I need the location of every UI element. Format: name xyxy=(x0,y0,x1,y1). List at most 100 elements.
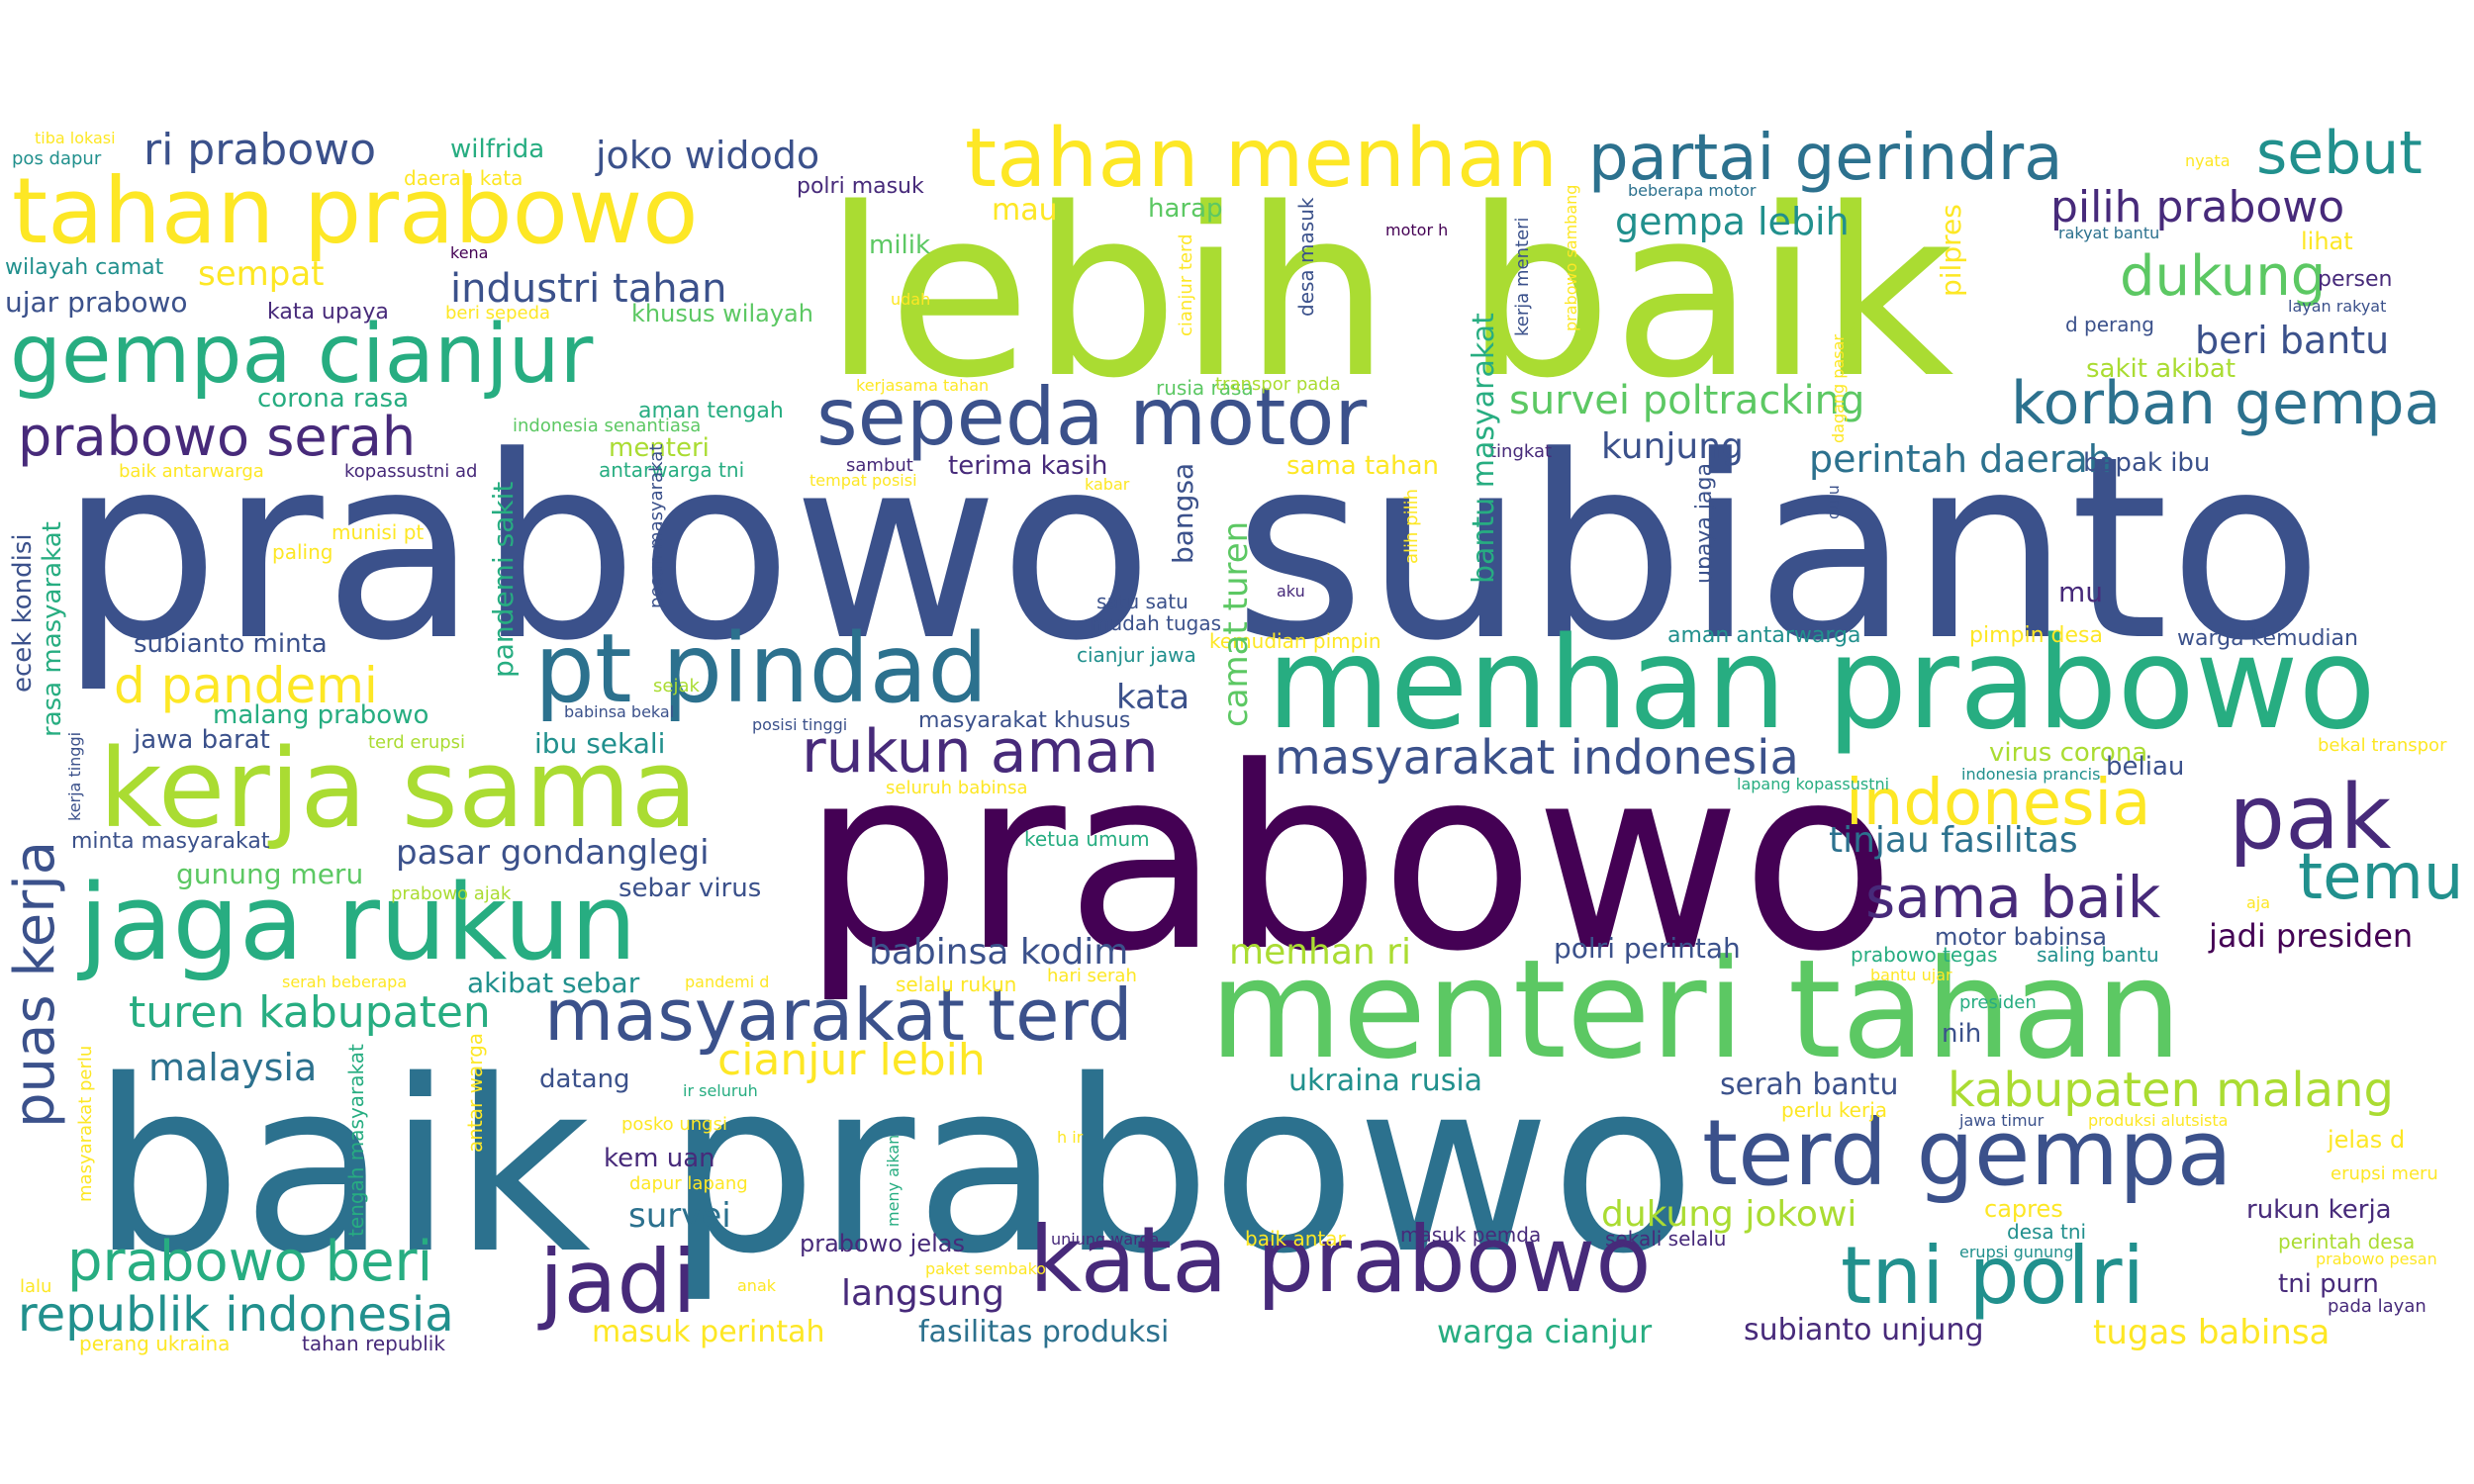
word: kena xyxy=(450,243,489,262)
word: munisi pt xyxy=(332,520,425,544)
word: hari serah xyxy=(1047,966,1137,986)
word: jelas d xyxy=(2328,1126,2406,1154)
word: tinjau fasilitas xyxy=(1829,820,2078,861)
word: ketua umum xyxy=(1024,827,1150,851)
word: perintah desa xyxy=(2278,1230,2416,1253)
word: rasa masyarakat xyxy=(38,521,67,737)
word: gunung meru xyxy=(176,858,364,890)
word: perintah daerah xyxy=(1809,437,2112,481)
word: bekal transpor xyxy=(2318,735,2447,756)
word: seluruh babinsa xyxy=(886,778,1028,798)
word: desa masuk xyxy=(1294,197,1318,317)
word: fasilitas produksi xyxy=(918,1315,1170,1349)
word: prabowo pesan xyxy=(2316,1250,2437,1268)
word: cianjur terd xyxy=(1176,233,1196,336)
word: partai gerindra xyxy=(1588,122,2063,195)
word: akibat sebar xyxy=(467,967,640,999)
word: dapur lapang xyxy=(629,1173,748,1194)
word: subianto unjung xyxy=(1744,1313,1984,1347)
word: virus corona xyxy=(1989,738,2148,768)
word: menteri tahan xyxy=(1209,930,2182,1089)
word: masyarakat terd xyxy=(544,974,1133,1057)
word: prabowo serah xyxy=(18,406,417,468)
word: lapang kopassustni xyxy=(1737,775,1890,793)
word: ecek kondisi xyxy=(8,533,38,693)
word: prabowo xyxy=(802,713,1896,1007)
word: perlu kerja xyxy=(1781,1098,1888,1122)
word: republik indonesia xyxy=(18,1287,454,1343)
word: aman antarwarga xyxy=(1667,623,1861,648)
word: rakyat bantu xyxy=(2058,224,2160,242)
word: d pandemi xyxy=(114,657,378,714)
word: masyarakat khusus xyxy=(918,708,1131,733)
word: dukung xyxy=(2120,244,2327,309)
word: kunjung xyxy=(1601,426,1744,467)
word: anak xyxy=(737,1276,777,1295)
word: udah xyxy=(891,290,931,309)
word: kata upaya xyxy=(267,300,389,325)
word: upaya jaga xyxy=(1692,463,1717,584)
word: indonesia xyxy=(1846,767,2151,840)
word: sebar virus xyxy=(618,874,762,903)
word: pimpin desa xyxy=(1969,623,2103,648)
word: ujar prabowo xyxy=(5,286,188,319)
word: malaysia xyxy=(148,1046,318,1089)
word: babinsa kodim xyxy=(869,932,1129,973)
word: mu xyxy=(2058,576,2104,608)
word: masyarakat perlu xyxy=(75,1045,96,1202)
word: daerah kata xyxy=(404,166,523,190)
word: kerja sama xyxy=(99,725,698,852)
word: aku xyxy=(1277,582,1305,601)
word: saling bantu xyxy=(2037,943,2159,967)
word: posisi tinggi xyxy=(752,715,848,734)
word: masuk perintah xyxy=(592,1315,825,1349)
word: indonesia senantiasa xyxy=(513,416,702,436)
word: malang prabowo xyxy=(213,700,429,730)
word: menhan prabowo xyxy=(1267,610,2376,758)
word: cianjur jawa xyxy=(1077,643,1196,667)
word: tahan menhan xyxy=(965,112,1559,206)
word: kata xyxy=(1116,678,1190,717)
word: minta masyarakat xyxy=(71,829,270,854)
word: kabupaten malang xyxy=(1948,1063,2394,1118)
word: milik xyxy=(869,231,931,260)
word: turen kabupaten xyxy=(129,987,491,1038)
word: tni polri xyxy=(1841,1230,2144,1322)
word: d perang xyxy=(2065,313,2154,336)
word: corona rasa xyxy=(257,384,410,414)
word: pandemi sakit xyxy=(487,481,520,678)
word: nyata xyxy=(2185,151,2231,170)
word: meny aikan xyxy=(884,1134,903,1227)
word: posko ungsi xyxy=(621,1114,727,1135)
word: sejak xyxy=(653,676,700,696)
word: kem uan xyxy=(604,1144,715,1173)
word: warga kemudian xyxy=(2177,626,2358,651)
word: temu xyxy=(2298,841,2464,914)
word: datang xyxy=(539,1065,630,1094)
word: bantu ujar xyxy=(1870,966,1952,984)
word: kerja menteri xyxy=(1512,217,1533,336)
word: rukun kerja xyxy=(2246,1195,2392,1225)
word: masuk pemda xyxy=(1400,1223,1542,1247)
word: beri bantu xyxy=(2195,319,2390,362)
word: subianto minta xyxy=(134,629,328,659)
word: langsung xyxy=(841,1273,1004,1314)
word: terd erupsi xyxy=(368,732,466,753)
word: wilfrida xyxy=(450,135,545,164)
word: prabowo ajak xyxy=(391,883,512,904)
word: ir seluruh xyxy=(683,1081,758,1100)
word: wilayah camat xyxy=(5,255,164,280)
word: ibu sekali xyxy=(534,727,666,760)
word: rukun aman xyxy=(802,717,1159,787)
word: tengah masyarakat xyxy=(344,1044,368,1237)
word: antar warga xyxy=(463,1032,487,1153)
word: perang ukraina xyxy=(79,1332,231,1355)
word: harap xyxy=(1148,194,1223,224)
word: camat turen xyxy=(1216,520,1256,727)
word: industri tahan xyxy=(450,266,727,312)
word: baik antarwarga xyxy=(119,461,264,482)
word: produksi alutsista xyxy=(2088,1111,2229,1130)
word: sempat xyxy=(198,254,325,294)
word: warga cianjur xyxy=(1437,1313,1653,1350)
